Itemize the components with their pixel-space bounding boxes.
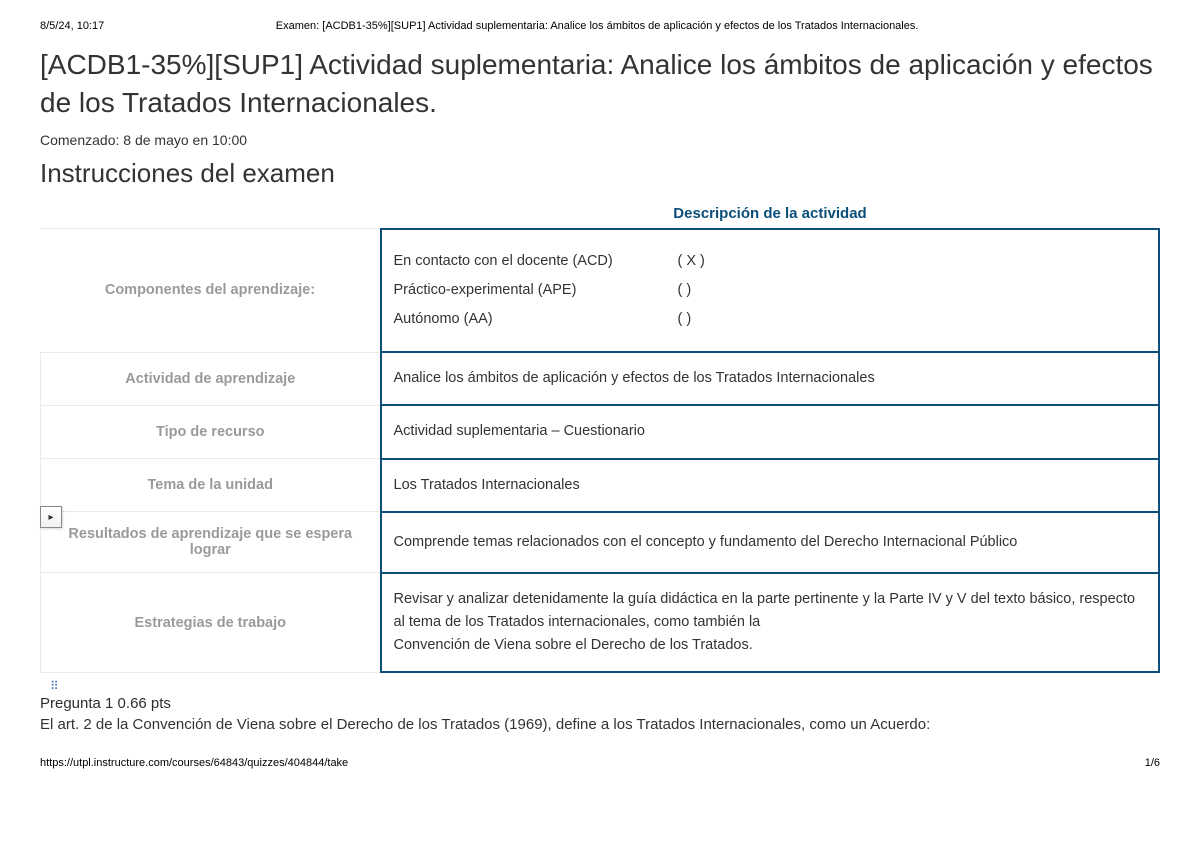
print-title: Examen: [ACDB1-35%][SUP1] Actividad supl… bbox=[104, 20, 1090, 32]
tipo-value: Actividad suplementaria – Cuestionario bbox=[381, 405, 1160, 458]
footer-page: 1/6 bbox=[1145, 757, 1160, 769]
table-row: Componentes del aprendizaje: En contacto… bbox=[41, 229, 1160, 353]
tema-label: Tema de la unidad bbox=[41, 459, 381, 512]
table-row: Actividad de aprendizaje Analice los ámb… bbox=[41, 352, 1160, 405]
print-footer: https://utpl.instructure.com/courses/648… bbox=[40, 757, 1160, 769]
print-header: 8/5/24, 10:17 Examen: [ACDB1-35%][SUP1] … bbox=[40, 20, 1160, 32]
print-date: 8/5/24, 10:17 bbox=[40, 20, 104, 32]
activity-table: Componentes del aprendizaje: En contacto… bbox=[40, 228, 1160, 674]
estrategias-line2: Convención de Viena sobre el Derecho de … bbox=[394, 637, 753, 653]
drag-handle-icon[interactable]: ⠿ bbox=[50, 679, 1160, 693]
expand-button[interactable]: ▸ bbox=[40, 506, 62, 528]
resultados-label: Resultados de aprendizaje que se espera … bbox=[41, 512, 381, 573]
tipo-label: Tipo de recurso bbox=[41, 405, 381, 458]
footer-url: https://utpl.instructure.com/courses/648… bbox=[40, 757, 348, 769]
comp-aa-name: Autónomo (AA) bbox=[394, 308, 654, 331]
actividad-label: Actividad de aprendizaje bbox=[41, 352, 381, 405]
comp-acd-name: En contacto con el docente (ACD) bbox=[394, 250, 654, 273]
table-row: Tema de la unidad Los Tratados Internaci… bbox=[41, 459, 1160, 512]
resultados-value: Comprende temas relacionados con el conc… bbox=[381, 512, 1160, 573]
instructions-heading: Instrucciones del examen bbox=[40, 158, 1160, 189]
chevron-right-icon: ▸ bbox=[48, 512, 53, 523]
comp-acd-mark: ( X ) bbox=[678, 250, 728, 273]
table-row: Resultados de aprendizaje que se espera … bbox=[41, 512, 1160, 573]
comp-ape-name: Práctico-experimental (APE) bbox=[394, 279, 654, 302]
question-text: El art. 2 de la Convención de Viena sobr… bbox=[40, 716, 1160, 733]
page-title: [ACDB1-35%][SUP1] Actividad suplementari… bbox=[40, 46, 1160, 122]
comp-aa-mark: ( ) bbox=[678, 308, 728, 331]
table-row: Estrategias de trabajo Revisar y analiza… bbox=[41, 573, 1160, 673]
table-row: Tipo de recurso Actividad suplementaria … bbox=[41, 405, 1160, 458]
question-header: Pregunta 1 0.66 pts bbox=[40, 695, 1160, 712]
tema-value: Los Tratados Internacionales bbox=[381, 459, 1160, 512]
componentes-value: En contacto con el docente (ACD) ( X ) P… bbox=[381, 229, 1160, 353]
comp-ape-mark: ( ) bbox=[678, 279, 728, 302]
actividad-value: Analice los ámbitos de aplicación y efec… bbox=[381, 352, 1160, 405]
estrategias-label: Estrategias de trabajo bbox=[41, 573, 381, 673]
description-heading: Descripción de la actividad bbox=[40, 205, 1160, 222]
estrategias-value: Revisar y analizar detenidamente la guía… bbox=[381, 573, 1160, 673]
estrategias-line1: Revisar y analizar detenidamente la guía… bbox=[394, 591, 1136, 630]
started-text: Comenzado: 8 de mayo en 10:00 bbox=[40, 132, 1160, 148]
componentes-label: Componentes del aprendizaje: bbox=[41, 229, 381, 353]
